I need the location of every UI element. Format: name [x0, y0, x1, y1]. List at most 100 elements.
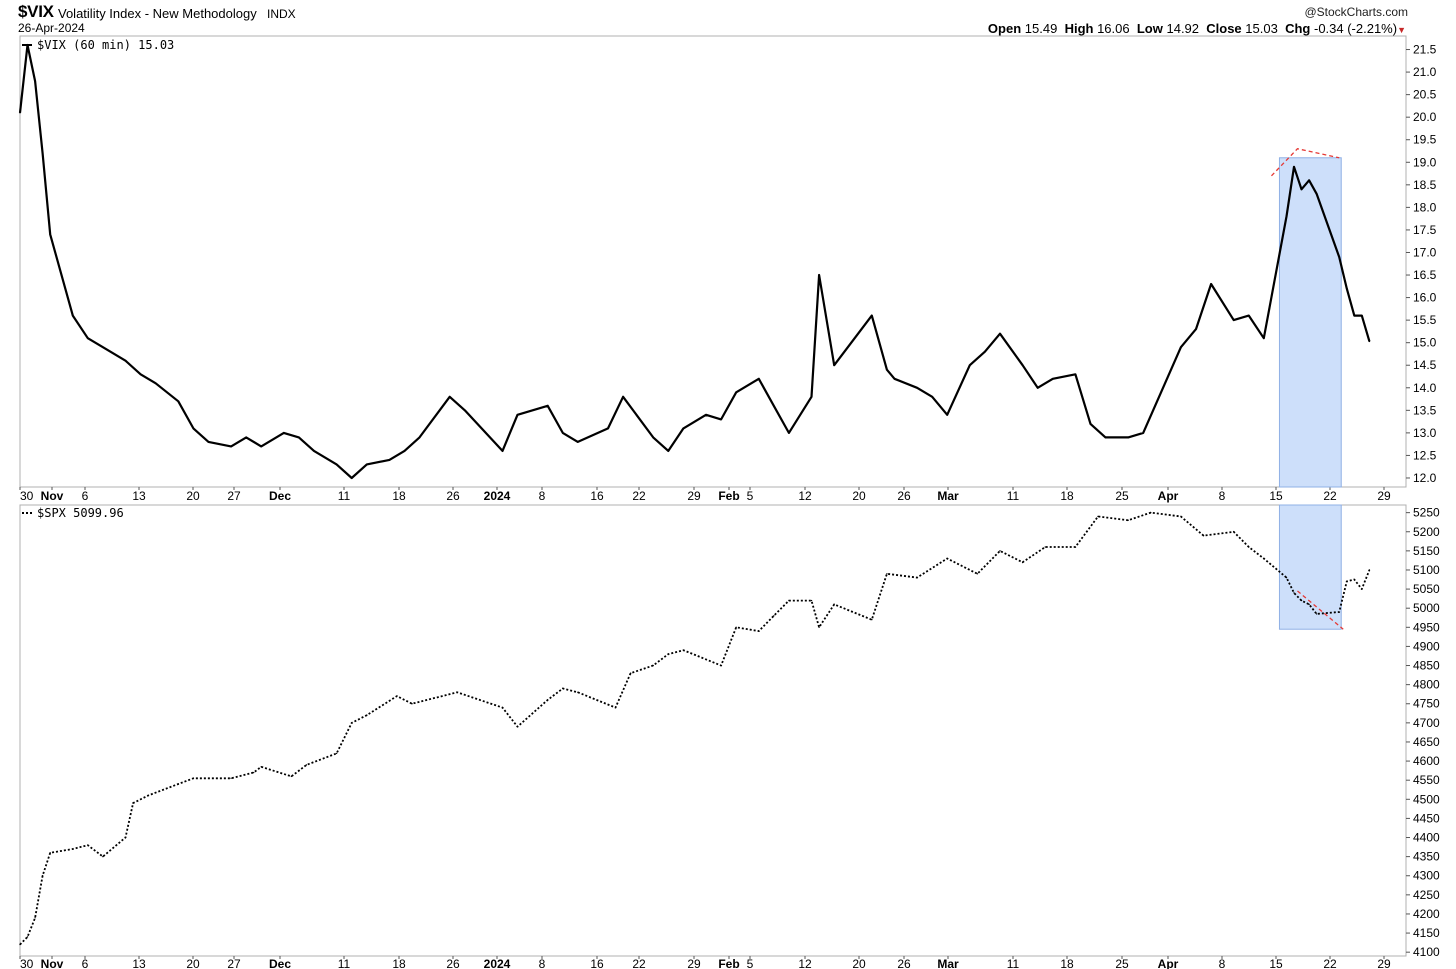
- vix-line: [18, 43, 1371, 480]
- vix-point: [893, 377, 896, 380]
- x-tick-label: Feb: [718, 489, 739, 503]
- x-tick-label: 2024: [484, 957, 511, 969]
- y-tick-label: 4150: [1413, 926, 1440, 940]
- spx-point: [124, 836, 127, 839]
- y-tick-label: 5150: [1413, 544, 1440, 558]
- spx-point: [916, 576, 918, 579]
- y-tick-label: 16.5: [1413, 268, 1437, 282]
- vix-point: [49, 233, 51, 236]
- x-tick-label: 8: [539, 489, 546, 503]
- symbol-description: Volatility Index - New Methodology: [58, 6, 257, 21]
- vix-point: [886, 368, 888, 371]
- x-tick-label: 11: [338, 957, 351, 969]
- spx-point: [1127, 519, 1129, 521]
- y-tick-label: 13.5: [1413, 403, 1437, 417]
- x-tick-label: 15: [1269, 489, 1283, 503]
- credit-label: @StockCharts.com: [1304, 5, 1408, 19]
- x-tick-label: 29: [1377, 957, 1391, 969]
- y-tick-label: 4700: [1413, 716, 1440, 730]
- spx-point: [19, 943, 21, 946]
- close-value: 15.03: [1245, 21, 1278, 36]
- y-tick-label: 4550: [1413, 773, 1440, 787]
- x-tick-label: Mar: [937, 957, 959, 969]
- spx-point: [1263, 557, 1265, 560]
- vix-point: [1263, 337, 1265, 339]
- x-tick-label: 13: [132, 489, 146, 503]
- spx-point: [976, 573, 979, 575]
- vix-legend-label: $VIX (60 min) 15.03: [37, 38, 174, 52]
- vix-point: [365, 463, 368, 466]
- vix-point: [757, 377, 760, 380]
- vix-point: [463, 409, 466, 412]
- vix-point: [946, 414, 949, 416]
- spx-point: [1300, 599, 1303, 602]
- vix-point: [999, 332, 1001, 335]
- x-tick-label: 20: [186, 489, 200, 503]
- vix-point: [788, 432, 790, 434]
- vix-point: [448, 396, 451, 398]
- spx-point: [192, 777, 195, 779]
- vix-point: [1021, 364, 1024, 367]
- spx-point: [1202, 534, 1205, 537]
- spx-point: [26, 936, 29, 938]
- spx-point: [1044, 546, 1046, 548]
- vix-point: [501, 450, 504, 452]
- x-tick-label: 16: [590, 489, 604, 503]
- vix-point: [871, 314, 873, 317]
- vix-point: [418, 436, 421, 439]
- y-tick-label: 5250: [1413, 506, 1440, 520]
- x-tick-label: 30: [20, 957, 34, 969]
- vix-point: [1180, 346, 1182, 348]
- spx-point: [87, 844, 89, 846]
- highlight-band-spx: [1278, 504, 1342, 630]
- spx-point: [682, 649, 685, 651]
- y-tick-label: 5050: [1413, 582, 1440, 596]
- x-tick-label: 12: [798, 489, 812, 503]
- vix-point: [810, 396, 813, 398]
- vix-point: [245, 436, 247, 439]
- vix-point: [546, 405, 549, 407]
- y-tick-label: 20.5: [1413, 88, 1437, 102]
- spx-point: [818, 626, 820, 629]
- spx-point: [132, 802, 134, 804]
- x-tick-label: 8: [1219, 489, 1226, 503]
- vix-point: [154, 382, 157, 385]
- spx-legend-label: $SPX 5099.96: [37, 506, 124, 520]
- y-tick-label: 5000: [1413, 601, 1440, 615]
- y-tick-label: 4500: [1413, 792, 1440, 806]
- spx-point: [147, 794, 149, 797]
- spx-point: [72, 848, 74, 850]
- vix-point: [833, 364, 835, 367]
- x-tick-label: 11: [1007, 957, 1020, 969]
- plot-frame: [19, 35, 1407, 488]
- y-tick-label: 4450: [1413, 811, 1440, 825]
- exchange-label: INDX: [267, 7, 296, 21]
- vix-point: [1051, 377, 1054, 380]
- vix-point: [350, 477, 353, 479]
- x-tick-label: 29: [1377, 489, 1391, 503]
- vix-point: [260, 445, 263, 448]
- x-tick-label: Feb: [718, 957, 739, 969]
- y-tick-label: 21.0: [1413, 65, 1437, 79]
- vix-point: [335, 463, 338, 466]
- x-tick-label: Mar: [937, 489, 959, 503]
- spx-point: [1232, 531, 1235, 533]
- spx-point: [1180, 515, 1182, 518]
- vix-point: [984, 350, 986, 353]
- y-tick-label: 4350: [1413, 850, 1440, 864]
- x-tick-label: 11: [338, 489, 351, 503]
- x-tick-label: 22: [1323, 957, 1337, 969]
- spx-point: [1338, 611, 1340, 613]
- vix-point: [298, 436, 300, 439]
- vix-point: [1285, 215, 1288, 218]
- vix-point: [1074, 373, 1077, 376]
- vix-point: [1353, 314, 1356, 317]
- spx-point: [1097, 515, 1099, 518]
- spx-point: [411, 703, 413, 705]
- y-tick-label: 13.0: [1413, 426, 1437, 440]
- vix-point: [34, 80, 36, 82]
- spx-point: [999, 550, 1001, 552]
- spx-point: [230, 777, 232, 779]
- vix-point: [403, 450, 406, 452]
- x-tick-label: 18: [392, 489, 406, 503]
